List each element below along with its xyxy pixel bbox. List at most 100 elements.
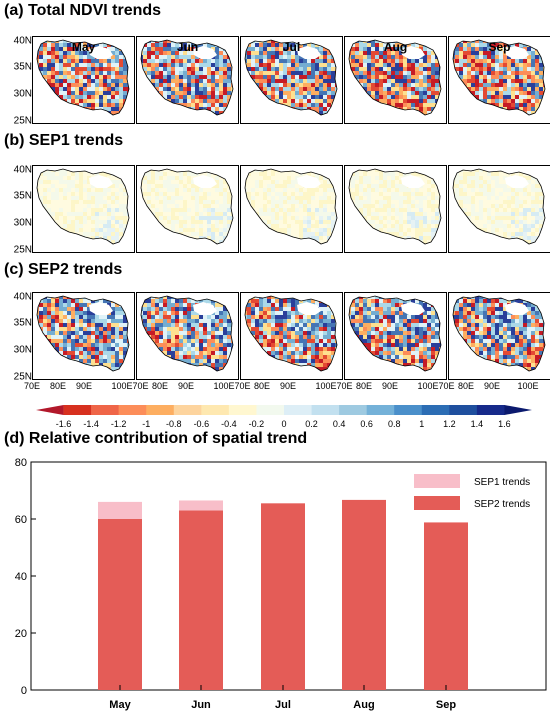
latitude-label: 35N (13, 61, 32, 73)
map-row-b (32, 165, 550, 253)
latitude-label: 40N (13, 291, 32, 303)
longitude-label: 100E70E (111, 381, 149, 391)
map-c-jun (136, 292, 239, 380)
longitude-label: 90E (177, 381, 195, 391)
longitude-label: 90E (381, 381, 399, 391)
latitude-label: 30N (13, 88, 32, 100)
colorbar-tick-label: 0 (281, 419, 286, 429)
bar-sep2-trends (179, 510, 223, 690)
legend-label: SEP1 trends (474, 477, 530, 488)
longitude-label: 90E (279, 381, 297, 391)
x-tick-label: Jul (275, 699, 291, 711)
y-tick-label: 60 (15, 514, 27, 526)
colorbar-tick-label: 1.4 (471, 419, 484, 429)
latitude-label: 35N (13, 190, 32, 202)
colorbar-segment (118, 405, 147, 415)
map-b-jul (240, 165, 343, 253)
colorbar-segment (421, 405, 450, 415)
colorbar-segment (339, 405, 367, 415)
y-tick-label: 0 (21, 685, 27, 697)
contribution-bar-chart: 0 20 40 60 80 May Jun Jul Aug Sep SEP1 trends SEP2 … (15, 457, 547, 711)
longitude-label: 100E70E (213, 381, 251, 391)
panel-a-title: (a) Total NDVI trends (4, 2, 162, 19)
colorbar-segment (63, 405, 92, 415)
longitude-label: 100E70E (315, 381, 353, 391)
colorbar-tick-label: -1.2 (111, 419, 127, 429)
longitude-label: 90E (483, 381, 501, 391)
map-c-aug (344, 292, 447, 380)
bar-sep2-trends (261, 503, 305, 690)
longitude-label: 100E70E (417, 381, 455, 391)
legend-swatch (414, 474, 460, 488)
colorbar-tick-label: 0.2 (305, 419, 318, 429)
x-tick-label: Sep (436, 699, 456, 711)
latitude-label: 35N (13, 317, 32, 329)
latitude-label: 40N (13, 35, 32, 47)
panel-b-title: (b) SEP1 trends (4, 132, 124, 149)
colorbar-tick-label: 0.4 (333, 419, 346, 429)
map-c-sep (448, 292, 550, 380)
latitude-label: 25N (13, 115, 32, 127)
colorbar-segment (504, 405, 532, 415)
colorbar-segment (256, 405, 285, 415)
colorbar-segment (36, 405, 64, 415)
longitude-axis: 70E 80E 90E 100E70E 80E 90E 100E70E 80E 90E 100E7… (24, 381, 544, 395)
map-a-jul: Jul (240, 36, 343, 124)
x-tick-label: Aug (353, 699, 374, 711)
latitude-label: 30N (13, 217, 32, 229)
colorbar-tick-label: -0.6 (194, 419, 210, 429)
legend-swatch (414, 496, 460, 510)
colorbar-tick-label: -0.4 (221, 419, 237, 429)
colorbar-tick-label: 1 (419, 419, 424, 429)
latitude-axis-a: 40N 35N 30N 25N (2, 35, 32, 127)
colorbar-segment (449, 405, 478, 415)
colorbar-segment (146, 405, 175, 415)
colorbar-segment (228, 405, 257, 415)
latitude-label: 25N (13, 371, 32, 383)
colorbar-segment (311, 405, 340, 415)
map-row-c (32, 292, 550, 380)
map-a-may: May (32, 36, 135, 124)
colorbar-segment (394, 405, 423, 415)
colorbar-segment (476, 405, 505, 415)
panel-c-title: (c) SEP2 trends (4, 261, 123, 278)
colorbar-tick-label: -1.6 (56, 419, 72, 429)
longitude-label: 80E (253, 381, 271, 391)
bar-sep2-trends (342, 499, 386, 690)
latitude-axis-c: 40N 35N 30N 25N (2, 291, 32, 383)
y-tick-label: 80 (15, 457, 27, 469)
panel-d-title: (d) Relative contribution of spatial tre… (4, 430, 308, 447)
colorbar-segment (173, 405, 202, 415)
colorbar-tick-label: 1.6 (498, 419, 511, 429)
longitude-label: 100E (517, 381, 539, 391)
map-a-sep: Sep (448, 36, 550, 124)
map-b-sep (448, 165, 550, 253)
map-row-a: May Jun Jul Aug Sep (32, 36, 550, 124)
map-b-aug (344, 165, 447, 253)
latitude-label: 40N (13, 164, 32, 176)
colorbar-tick-label: 0.6 (360, 419, 373, 429)
longitude-label: 80E (355, 381, 373, 391)
month-label: Jul (282, 40, 301, 54)
longitude-label: 80E (151, 381, 169, 391)
x-tick-label: Jun (191, 699, 211, 711)
latitude-label: 25N (13, 244, 32, 256)
colorbar: -1.6 -1.4 -1.2 -1 -0.8 -0.6 -0.4 -0.2 0 0.2 0.4 0.6… (36, 405, 532, 429)
colorbar-tick-label: 1.2 (443, 419, 456, 429)
colorbar-tick-label: -1 (142, 419, 150, 429)
y-tick-label: 20 (15, 628, 27, 640)
month-label: Sep (488, 40, 511, 54)
map-c-may (32, 292, 135, 380)
longitude-label: 80E (457, 381, 475, 391)
map-b-jun (136, 165, 239, 253)
y-tick-label: 40 (15, 571, 27, 583)
colorbar-tick-label: -0.8 (166, 419, 182, 429)
map-a-jun: Jun (136, 36, 239, 124)
longitude-label: 80E (49, 381, 67, 391)
latitude-label: 30N (13, 344, 32, 356)
bar-sep1-trends (179, 500, 223, 511)
colorbar-segment (366, 405, 395, 415)
colorbar-tick-label: 0.8 (388, 419, 401, 429)
latitude-axis-b: 40N 35N 30N 25N (2, 164, 32, 256)
month-label: Aug (383, 40, 408, 54)
